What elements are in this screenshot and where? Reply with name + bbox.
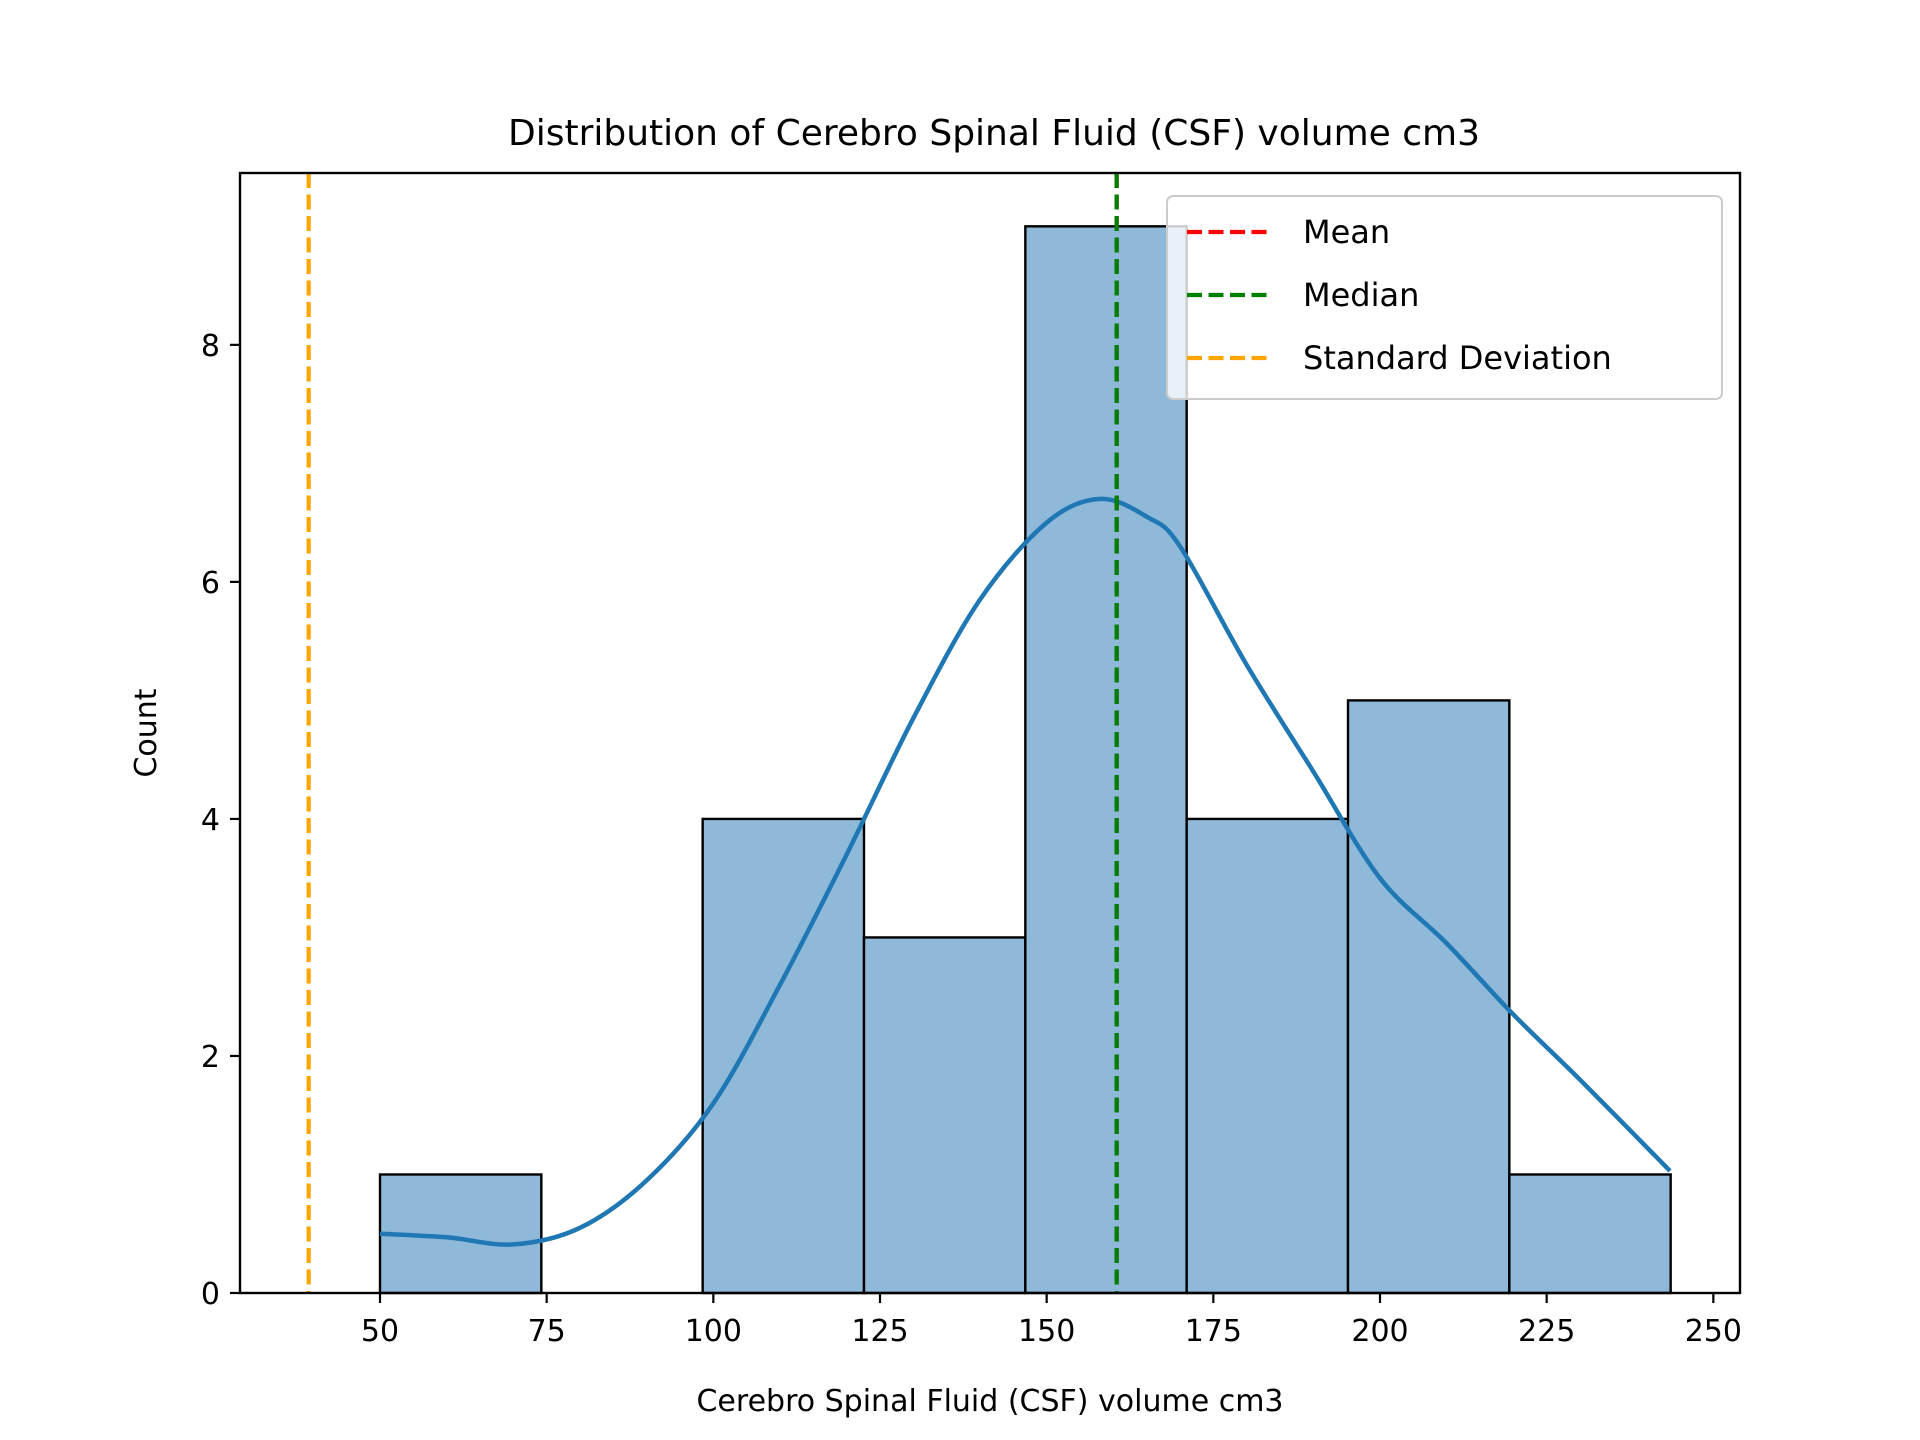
histogram-bar-8 [1508,1173,1672,1295]
x-tick-label: 125 [851,1314,908,1349]
y-axis-label: Count [129,688,164,777]
legend-label: Median [1303,276,1419,314]
legend: Mean Median Standard Deviation [1166,195,1723,400]
x-tick-label: 225 [1518,1314,1575,1349]
x-axis-ticks: 50 75 100 125 150 175 200 225 250 [361,1293,1742,1349]
histogram-bar-4 [862,936,1027,1295]
plot-area [306,173,1672,1295]
legend-box [1166,195,1723,400]
x-tick-label: 200 [1351,1314,1408,1349]
x-tick-label: 75 [528,1314,566,1349]
y-tick-label: 8 [201,329,220,364]
axes-frame [238,171,1742,1295]
x-axis-label: Cerebro Spinal Fluid (CSF) volume cm3 [696,1384,1283,1419]
y-tick-label: 0 [201,1277,220,1312]
histogram-bar-5 [1024,225,1188,1295]
y-tick-label: 6 [201,566,220,601]
x-tick-label: 175 [1185,1314,1242,1349]
kde-curve [379,496,1672,1247]
x-tick-label: 250 [1685,1314,1742,1349]
y-tick-label: 2 [201,1040,220,1075]
histogram-bar-7 [1346,699,1511,1295]
x-tick-label: 150 [1018,1314,1075,1349]
x-tick-label: 100 [685,1314,742,1349]
histogram-bar-6 [1185,817,1350,1295]
chart-title: Distribution of Cerebro Spinal Fluid (CS… [508,113,1480,154]
y-tick-label: 4 [201,803,220,838]
x-tick-label: 50 [361,1314,399,1349]
y-axis-ticks: 0 2 4 6 8 [201,329,240,1312]
legend-label: Standard Deviation [1303,339,1612,377]
legend-label: Mean [1303,213,1390,251]
histogram-bar-3 [701,817,866,1295]
